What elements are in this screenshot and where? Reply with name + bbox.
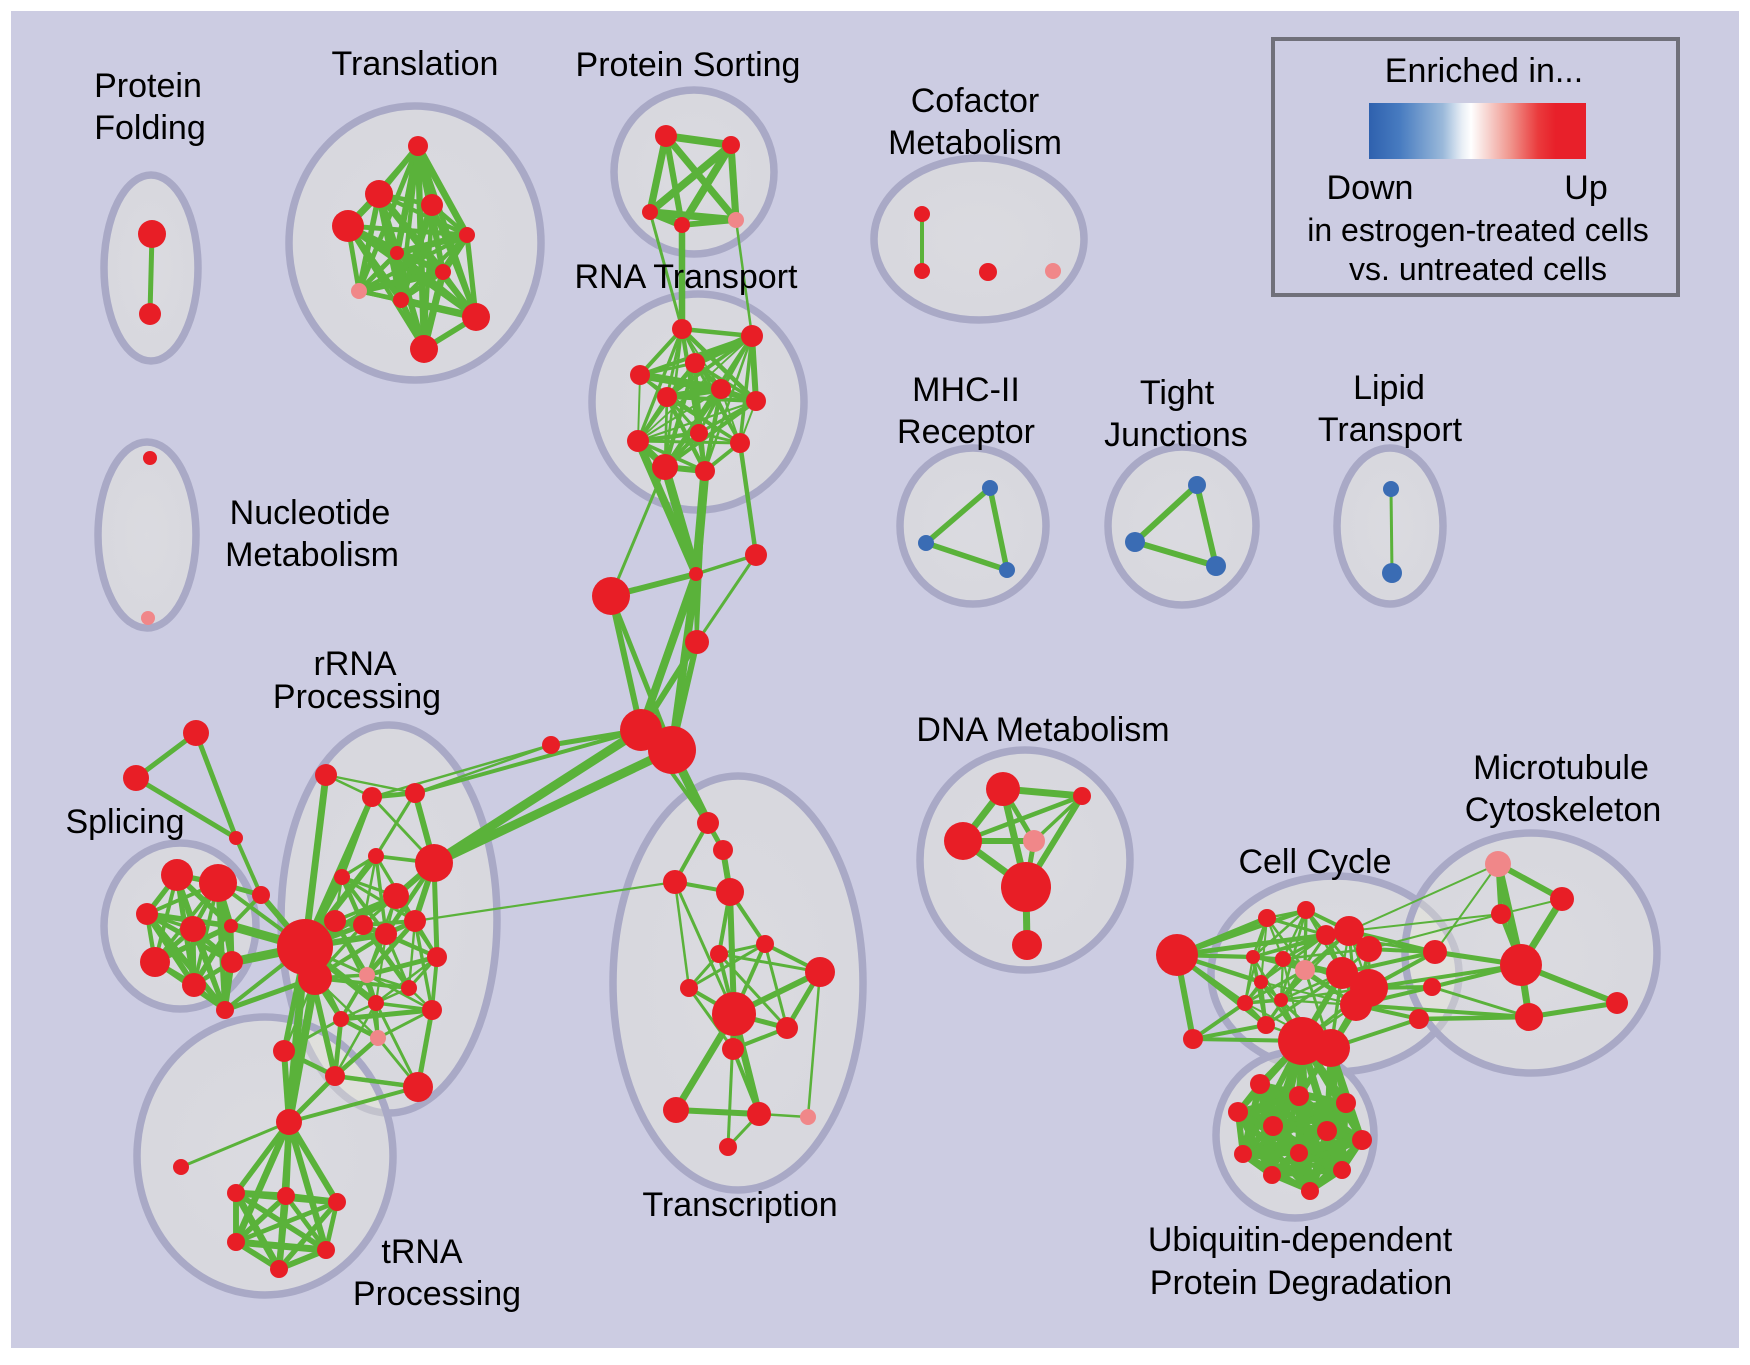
svg-text:Tight: Tight [1140,374,1215,412]
svg-text:Transport: Transport [1318,411,1463,449]
svg-text:rRNA: rRNA [313,645,396,683]
svg-text:Metabolism: Metabolism [225,536,399,574]
svg-text:Transcription: Transcription [642,1186,837,1224]
svg-text:Protein Sorting: Protein Sorting [576,46,801,84]
svg-text:in estrogen-treated cells: in estrogen-treated cells [1307,212,1649,248]
svg-text:Receptor: Receptor [897,413,1035,451]
svg-text:Translation: Translation [332,45,499,83]
svg-text:Ubiquitin-dependent: Ubiquitin-dependent [1148,1221,1453,1259]
svg-text:RNA Transport: RNA Transport [575,258,799,296]
svg-text:Lipid: Lipid [1353,369,1425,407]
svg-text:Microtubule: Microtubule [1473,749,1649,787]
svg-text:Splicing: Splicing [65,803,184,841]
svg-text:MHC-II: MHC-II [912,371,1020,409]
svg-text:Protein: Protein [94,67,202,105]
svg-text:DNA Metabolism: DNA Metabolism [916,711,1169,749]
svg-text:Down: Down [1327,169,1414,207]
svg-text:Junctions: Junctions [1104,416,1248,454]
svg-text:Enriched in...: Enriched in... [1385,52,1583,90]
svg-text:Processing: Processing [353,1275,521,1313]
svg-text:Processing: Processing [273,678,441,716]
svg-text:Protein Degradation: Protein Degradation [1150,1264,1452,1302]
svg-text:Nucleotide: Nucleotide [230,494,391,532]
svg-text:Folding: Folding [94,109,206,147]
svg-text:Cell Cycle: Cell Cycle [1238,843,1391,881]
svg-text:Cytoskeleton: Cytoskeleton [1465,791,1662,829]
svg-text:Metabolism: Metabolism [888,124,1062,162]
svg-text:Cofactor: Cofactor [911,82,1040,120]
svg-text:tRNA: tRNA [381,1233,463,1271]
svg-text:vs. untreated cells: vs. untreated cells [1349,251,1607,287]
svg-text:Up: Up [1564,169,1607,207]
